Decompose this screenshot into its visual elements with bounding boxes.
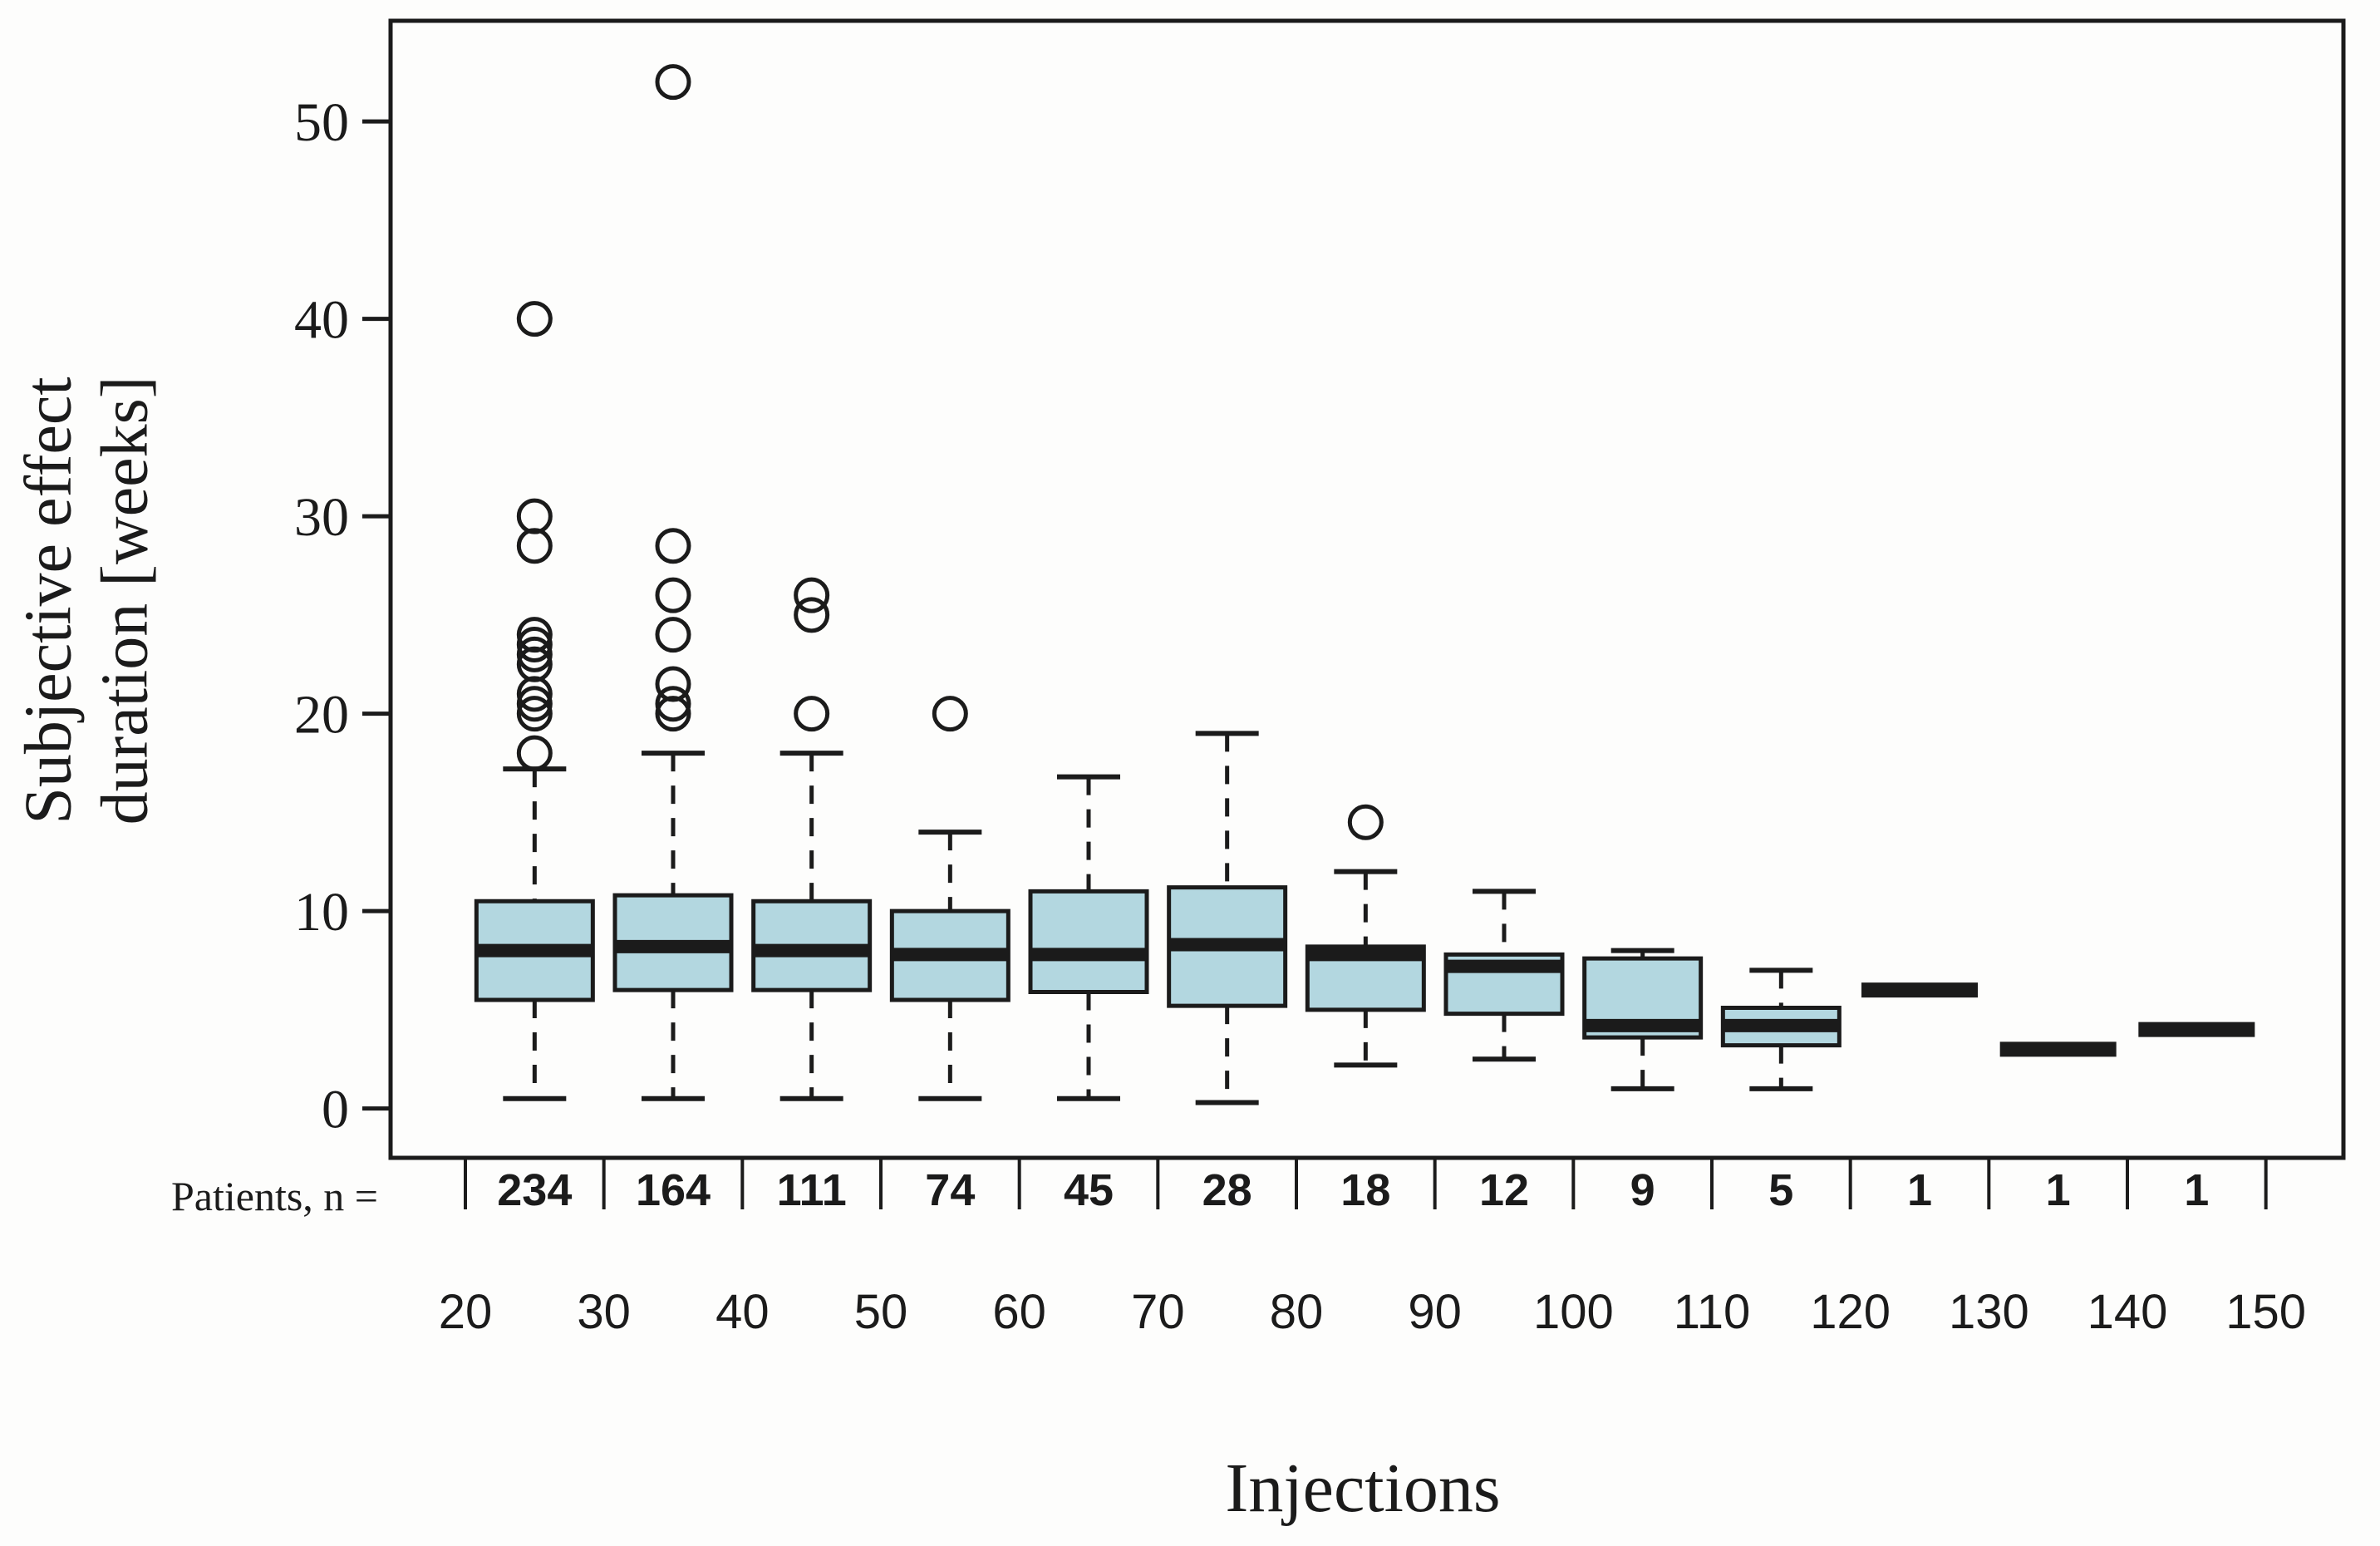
x-axis-title: Injections bbox=[1225, 1450, 1501, 1527]
box bbox=[1028, 889, 1149, 994]
y-axis-tick-label: 40 bbox=[294, 290, 349, 351]
y-axis-tick-label: 0 bbox=[322, 1080, 349, 1140]
patient-count: 28 bbox=[1202, 1165, 1252, 1215]
median-line bbox=[1723, 1018, 1840, 1032]
outlier-point bbox=[516, 636, 553, 672]
patient-count: 74 bbox=[925, 1165, 975, 1215]
patient-count: 1 bbox=[1907, 1165, 1932, 1215]
outlier-point bbox=[516, 301, 553, 337]
y-axis-tick-label: 20 bbox=[294, 685, 349, 746]
median-line bbox=[1030, 948, 1147, 962]
y-axis-tick-label: 10 bbox=[294, 882, 349, 943]
outlier-point bbox=[516, 528, 553, 564]
outlier-point bbox=[516, 696, 553, 732]
patient-count: 12 bbox=[1479, 1165, 1529, 1215]
outlier-point bbox=[655, 666, 691, 702]
x-axis-tick-label: 20 bbox=[439, 1285, 493, 1339]
median-line bbox=[1584, 1018, 1701, 1032]
x-axis-tick-label: 80 bbox=[1270, 1285, 1324, 1339]
patient-count: 5 bbox=[1768, 1165, 1793, 1215]
x-axis-tick-label: 130 bbox=[1949, 1285, 2029, 1339]
outlier-point bbox=[794, 696, 830, 732]
median-line bbox=[615, 939, 731, 953]
outlier-point bbox=[655, 528, 691, 564]
y-axis-tick-label: 30 bbox=[294, 487, 349, 548]
outlier-point bbox=[516, 627, 553, 662]
x-axis-tick-label: 140 bbox=[2087, 1285, 2168, 1339]
outlier-point bbox=[655, 686, 691, 722]
median-line bbox=[1168, 938, 1286, 952]
outlier-point bbox=[655, 577, 691, 613]
median-line bbox=[753, 943, 870, 958]
y-axis-title-line2: duration [weeks] bbox=[88, 376, 162, 825]
plot-frame bbox=[388, 18, 2346, 1160]
patient-count: 1 bbox=[2046, 1165, 2071, 1215]
x-axis-tick-label: 60 bbox=[992, 1285, 1046, 1339]
median-line bbox=[476, 943, 593, 958]
outlier-point bbox=[655, 617, 691, 653]
patient-count: 234 bbox=[497, 1165, 572, 1215]
median-line bbox=[892, 948, 1009, 962]
y-axis-title-line1: Subjective effect bbox=[12, 377, 86, 825]
outlier-point bbox=[794, 577, 830, 613]
outlier-point bbox=[516, 735, 553, 771]
outlier-point bbox=[932, 696, 968, 732]
outlier-point bbox=[1347, 804, 1384, 840]
x-axis-tick-label: 100 bbox=[1533, 1285, 1614, 1339]
x-axis-tick-label: 40 bbox=[715, 1285, 770, 1339]
outlier-point bbox=[655, 64, 691, 101]
x-axis-tick-label: 30 bbox=[577, 1285, 631, 1339]
patient-count: 164 bbox=[636, 1165, 711, 1215]
patients-row-label: Patients, n = bbox=[170, 1173, 378, 1219]
x-axis-tick-label: 50 bbox=[854, 1285, 908, 1339]
x-axis-tick-label: 120 bbox=[1810, 1285, 1891, 1339]
patient-count: 18 bbox=[1340, 1165, 1390, 1215]
patient-count: 45 bbox=[1064, 1165, 1114, 1215]
x-axis-tick-label: 90 bbox=[1408, 1285, 1462, 1339]
outlier-point bbox=[516, 617, 553, 653]
x-axis-tick-label: 150 bbox=[2225, 1285, 2306, 1339]
median-line bbox=[1307, 948, 1424, 962]
patient-count: 1 bbox=[2184, 1165, 2209, 1215]
x-axis-tick-label: 70 bbox=[1131, 1285, 1185, 1339]
y-axis-tick-label: 50 bbox=[294, 92, 349, 153]
median-line bbox=[1446, 959, 1562, 973]
outlier-point bbox=[516, 498, 553, 534]
y-axis-title: Subjective effect duration [weeks] bbox=[11, 223, 165, 979]
outlier-point bbox=[516, 686, 553, 722]
patient-count: 111 bbox=[777, 1165, 847, 1215]
outlier-point bbox=[794, 597, 830, 633]
patient-count: 9 bbox=[1630, 1165, 1655, 1215]
x-axis-tick-label: 110 bbox=[1674, 1285, 1750, 1339]
